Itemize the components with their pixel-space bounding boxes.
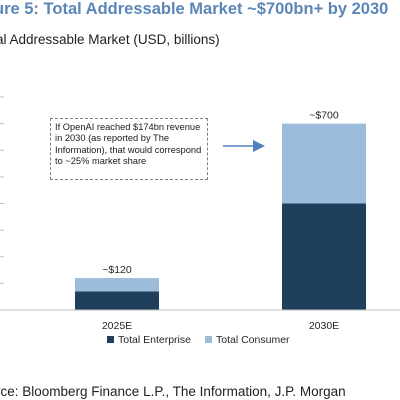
bar-2025E-total-enterprise <box>75 291 159 310</box>
data-label: ~$120 <box>102 264 132 276</box>
bar-2030E-total-enterprise <box>282 203 366 310</box>
callout-note: If OpenAI reached $174bn revenue in 2030… <box>50 118 208 180</box>
source-note: rce: Bloomberg Finance L.P., The Informa… <box>0 384 346 399</box>
bar-2030E-total-consumer <box>282 123 366 204</box>
chart-title: ure 5: Total Addressable Market ~$700bn+… <box>0 0 389 18</box>
chart-subtitle: al Addressable Market (USD, billions) <box>0 32 220 47</box>
legend-label: Total Consumer <box>216 334 290 346</box>
legend-swatch-total-consumer <box>205 336 212 343</box>
legend-swatch-total-enterprise <box>107 336 114 343</box>
x-tick-label: 2030E <box>309 320 339 332</box>
bar-2025E-total-consumer <box>75 278 159 292</box>
x-tick-label: 2025E <box>102 320 132 332</box>
legend-label: Total Enterprise <box>118 334 191 346</box>
data-label: ~$700 <box>309 110 339 122</box>
